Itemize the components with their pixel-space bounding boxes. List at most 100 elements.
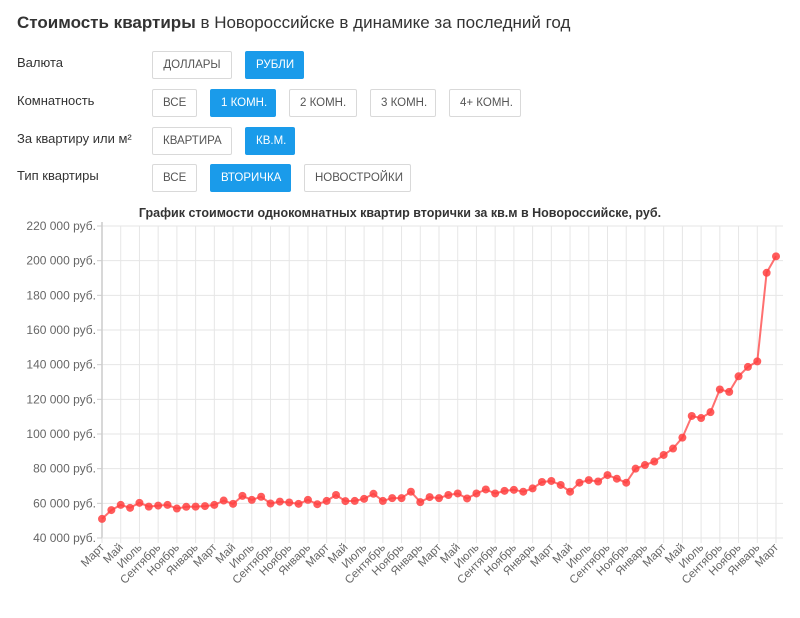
data-point-marker: [734, 372, 743, 381]
price-series-line: [98, 252, 780, 523]
data-point-marker: [678, 433, 687, 442]
currency-button-group: ДОЛЛАРЫ РУБЛИ: [152, 51, 304, 79]
data-point-marker: [687, 411, 696, 420]
page-title: Стоимость квартиры в Новороссийске в дин…: [17, 13, 570, 33]
y-tick-label: 40 000 руб.: [33, 531, 96, 545]
data-point-marker: [182, 502, 191, 511]
data-point-marker: [706, 408, 715, 417]
data-point-marker: [350, 496, 359, 505]
filter-label-type: Тип квартиры: [17, 168, 99, 183]
x-axis: МартМайИюльСентябрьНоябрьЯнварьМартМайИю…: [79, 537, 783, 587]
data-point-marker: [575, 478, 584, 487]
data-point-marker: [332, 491, 341, 500]
data-point-marker: [135, 498, 144, 507]
data-point-marker: [659, 450, 668, 459]
data-point-marker: [238, 491, 247, 500]
data-point-marker: [229, 499, 238, 508]
unit-button-group: КВАРТИРА КВ.М.: [152, 127, 295, 155]
data-point-marker: [360, 494, 369, 503]
data-point-marker: [435, 494, 443, 503]
type-secondary-button[interactable]: ВТОРИЧКА: [210, 164, 291, 192]
data-point-marker: [425, 493, 434, 502]
filter-label-unit: За квартиру или м²: [17, 131, 132, 146]
data-point-marker: [463, 494, 472, 503]
page-title-rest: в Новороссийске в динамике за последний …: [195, 13, 571, 32]
data-point-marker: [275, 497, 284, 506]
y-tick-label: 220 000 руб.: [26, 219, 96, 233]
data-point-marker: [566, 487, 575, 496]
data-point-marker: [594, 477, 603, 486]
data-point-marker: [98, 514, 106, 523]
data-point-marker: [285, 498, 294, 507]
data-point-marker: [697, 414, 706, 423]
currency-rubles-button[interactable]: РУБЛИ: [245, 51, 304, 79]
type-button-group: ВСЕ ВТОРИЧКА НОВОСТРОЙКИ: [152, 164, 411, 192]
data-point-marker: [640, 461, 649, 470]
rooms-2-button[interactable]: 2 КОМН.: [289, 89, 357, 117]
data-point-marker: [481, 485, 490, 494]
data-point-marker: [341, 497, 350, 506]
unit-sqm-button[interactable]: КВ.М.: [245, 127, 295, 155]
filter-label-currency: Валюта: [17, 55, 63, 70]
data-point-marker: [247, 495, 256, 504]
data-point-marker: [491, 489, 500, 498]
y-tick-label: 160 000 руб.: [26, 323, 96, 337]
data-point-marker: [772, 252, 780, 261]
data-point-marker: [116, 500, 125, 509]
page-title-bold: Стоимость квартиры: [17, 13, 196, 32]
data-point-marker: [144, 502, 153, 511]
data-point-marker: [313, 500, 322, 509]
data-point-marker: [725, 387, 734, 396]
rooms-button-group: ВСЕ 1 КОМН. 2 КОМН. 3 КОМН. 4+ КОМН.: [152, 89, 521, 117]
data-point-marker: [612, 474, 621, 483]
type-newbuild-button[interactable]: НОВОСТРОЙКИ: [304, 164, 411, 192]
y-tick-label: 180 000 руб.: [26, 288, 96, 302]
data-point-marker: [154, 501, 163, 510]
data-point-marker: [416, 498, 425, 507]
data-point-marker: [519, 487, 528, 496]
type-all-button[interactable]: ВСЕ: [152, 164, 197, 192]
data-point-marker: [322, 496, 331, 505]
data-point-marker: [762, 268, 771, 277]
data-point-marker: [172, 504, 181, 513]
data-point-marker: [631, 464, 640, 473]
data-point-marker: [219, 496, 228, 505]
data-point-marker: [163, 500, 172, 509]
chart-canvas: График стоимости однокомнатных квартир в…: [26, 206, 783, 587]
data-point-marker: [107, 506, 116, 515]
data-point-marker: [257, 492, 266, 501]
data-point-marker: [472, 489, 481, 498]
filter-label-rooms: Комнатность: [17, 93, 95, 108]
rooms-3-button[interactable]: 3 КОМН.: [370, 89, 436, 117]
y-axis: 40 000 руб. 60 000 руб. 80 000 руб. 100 000…: [26, 219, 103, 545]
rooms-1-button[interactable]: 1 КОМН.: [210, 89, 276, 117]
data-point-marker: [715, 385, 724, 394]
data-point-marker: [509, 485, 518, 494]
data-point-marker: [397, 494, 406, 503]
rooms-all-button[interactable]: ВСЕ: [152, 89, 197, 117]
data-point-marker: [388, 494, 397, 503]
price-chart: График стоимости однокомнатных квартир в…: [0, 200, 800, 613]
unit-apartment-button[interactable]: КВАРТИРА: [152, 127, 232, 155]
data-point-marker: [444, 491, 453, 500]
y-tick-label: 200 000 руб.: [26, 254, 96, 268]
data-point-marker: [266, 499, 275, 508]
chart-grid: [101, 225, 783, 543]
y-tick-label: 120 000 руб.: [26, 392, 96, 406]
y-tick-label: 60 000 руб.: [33, 496, 96, 510]
data-point-marker: [126, 503, 135, 512]
chart-title: График стоимости однокомнатных квартир в…: [139, 206, 661, 220]
data-point-marker: [528, 484, 537, 493]
currency-dollars-button[interactable]: ДОЛЛАРЫ: [152, 51, 232, 79]
data-point-marker: [406, 487, 415, 496]
data-point-marker: [500, 486, 509, 495]
data-point-marker: [556, 480, 565, 489]
data-point-marker: [547, 476, 556, 485]
data-point-marker: [743, 362, 752, 371]
data-point-marker: [369, 489, 378, 498]
data-point-marker: [669, 444, 678, 453]
y-tick-label: 140 000 руб.: [26, 358, 96, 372]
y-tick-label: 80 000 руб.: [33, 462, 96, 476]
data-point-marker: [378, 496, 387, 505]
rooms-4plus-button[interactable]: 4+ КОМН.: [449, 89, 521, 117]
